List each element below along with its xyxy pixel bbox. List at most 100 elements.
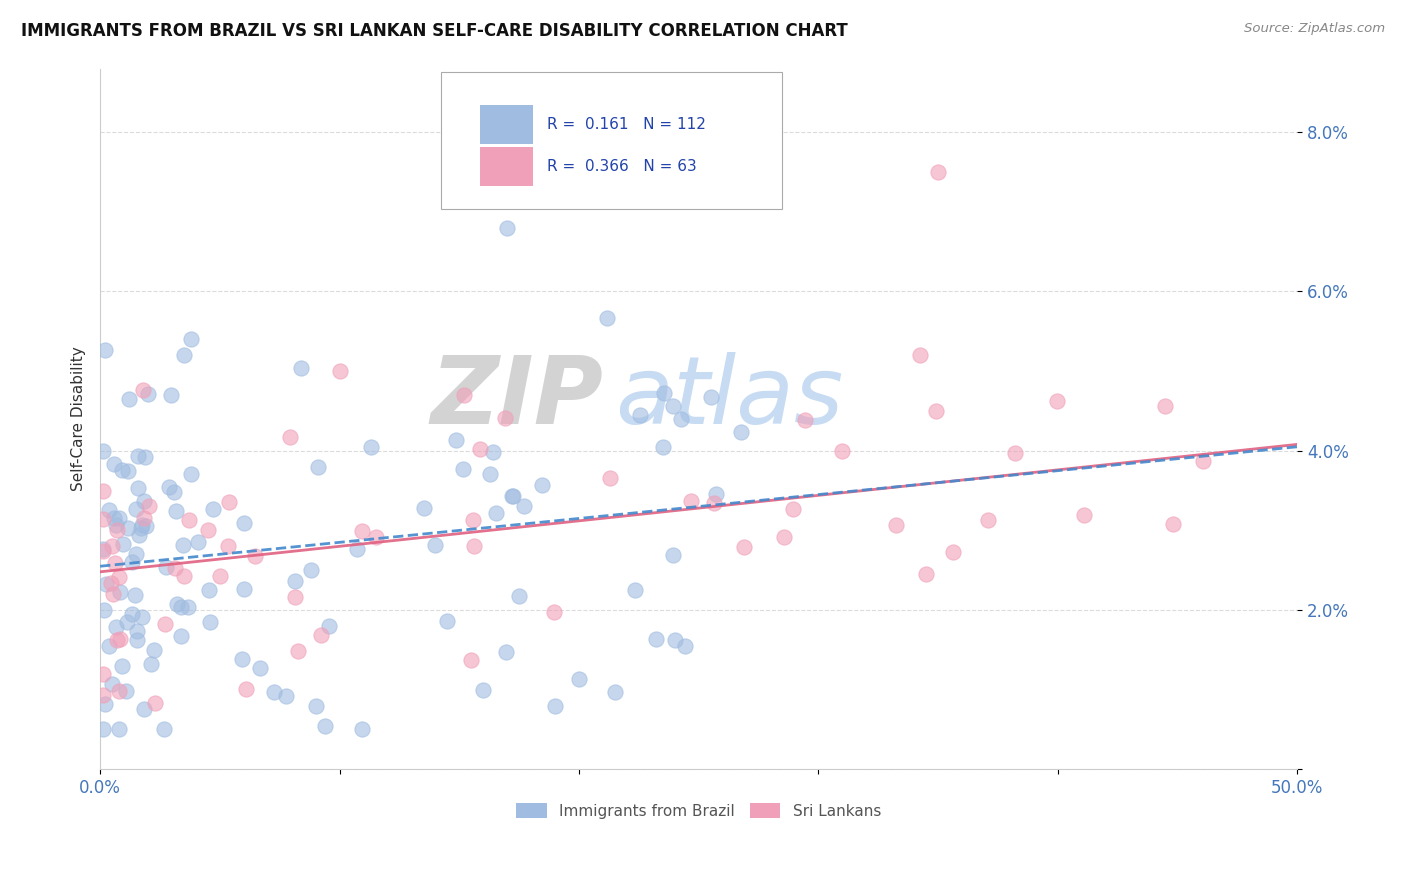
Point: [117, 464, 139, 478]
Text: ZIP: ZIP: [430, 351, 603, 444]
Point: [599, 471, 621, 485]
Point: [1045, 394, 1067, 409]
Point: [103, 511, 125, 525]
Point: [794, 413, 817, 427]
Point: [101, 539, 124, 553]
Point: [318, 619, 340, 633]
Point: [543, 605, 565, 619]
Point: [290, 361, 312, 376]
Point: [165, 561, 187, 575]
Y-axis label: Self-Care Disability: Self-Care Disability: [72, 346, 86, 491]
Point: [352, 723, 374, 737]
Point: [596, 311, 619, 326]
Point: [125, 501, 148, 516]
Point: [1192, 454, 1215, 468]
Legend: Immigrants from Brazil, Sri Lankans: Immigrants from Brazil, Sri Lankans: [510, 797, 887, 825]
Point: [360, 441, 382, 455]
Point: [177, 600, 200, 615]
Point: [628, 409, 651, 423]
Point: [444, 433, 467, 447]
Point: [136, 387, 159, 401]
Point: [131, 517, 153, 532]
Point: [461, 513, 484, 527]
Point: [915, 566, 938, 581]
Point: [127, 481, 149, 495]
Point: [1004, 445, 1026, 459]
Point: [170, 629, 193, 643]
Point: [530, 478, 553, 492]
Point: [482, 444, 505, 458]
Point: [118, 392, 141, 407]
Bar: [479, 147, 533, 186]
Point: [700, 390, 723, 404]
Point: [153, 723, 176, 737]
Point: [91, 512, 114, 526]
Point: [652, 386, 675, 401]
Point: [314, 719, 336, 733]
Point: [107, 683, 129, 698]
Point: [603, 685, 626, 699]
Point: [103, 457, 125, 471]
Point: [773, 530, 796, 544]
Point: [125, 624, 148, 638]
Point: [170, 600, 193, 615]
Point: [173, 568, 195, 582]
Point: [166, 597, 188, 611]
Point: [925, 404, 948, 418]
Point: [121, 607, 143, 621]
Point: [104, 556, 127, 570]
Point: [681, 493, 703, 508]
Point: [125, 547, 148, 561]
Point: [513, 499, 536, 513]
Point: [91, 541, 114, 556]
Point: [93, 443, 115, 458]
Point: [157, 480, 180, 494]
Point: [485, 506, 508, 520]
Point: [115, 684, 138, 698]
Point: [233, 516, 256, 531]
Point: [669, 411, 692, 425]
Point: [544, 698, 567, 713]
Point: [908, 348, 931, 362]
Point: [495, 645, 517, 659]
Point: [284, 574, 307, 589]
Point: [202, 502, 225, 516]
Point: [91, 544, 114, 558]
Point: [942, 544, 965, 558]
Point: [217, 540, 239, 554]
Point: [502, 489, 524, 503]
Point: [243, 549, 266, 563]
Point: [350, 524, 373, 538]
Point: [730, 425, 752, 440]
Point: [180, 332, 202, 346]
Point: [105, 518, 128, 533]
Point: [231, 652, 253, 666]
Point: [160, 388, 183, 402]
Point: [139, 657, 162, 672]
Point: [782, 501, 804, 516]
Point: [108, 570, 131, 584]
Point: [311, 627, 333, 641]
Point: [117, 521, 139, 535]
Point: [91, 723, 114, 737]
Point: [1073, 508, 1095, 523]
Text: Source: ZipAtlas.com: Source: ZipAtlas.com: [1244, 22, 1385, 36]
Point: [232, 582, 254, 597]
Point: [706, 486, 728, 500]
Point: [218, 495, 240, 509]
Point: [153, 617, 176, 632]
Point: [197, 523, 219, 537]
Text: R =  0.366   N = 63: R = 0.366 N = 63: [547, 159, 696, 174]
Point: [111, 463, 134, 477]
Point: [134, 450, 156, 465]
Point: [460, 653, 482, 667]
Point: [977, 513, 1000, 527]
Point: [100, 575, 122, 590]
Point: [1154, 399, 1177, 413]
Point: [127, 449, 149, 463]
Point: [733, 541, 755, 555]
Point: [249, 661, 271, 675]
Point: [276, 690, 298, 704]
Point: [263, 685, 285, 699]
Point: [179, 513, 201, 527]
